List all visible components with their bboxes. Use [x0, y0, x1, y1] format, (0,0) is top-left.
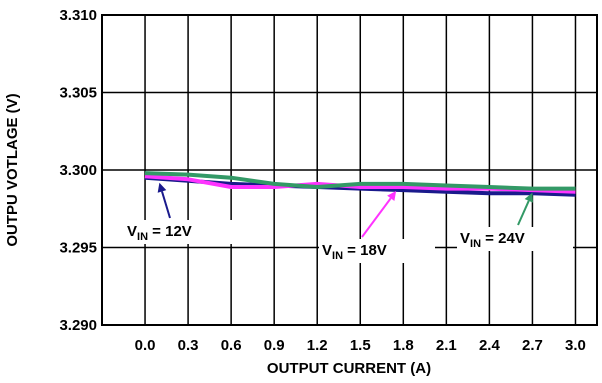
x-tick-8: 2.4 [479, 337, 501, 354]
annotation-arrow-2 [517, 200, 530, 226]
annotation-arrowhead-1 [387, 191, 397, 201]
x-tick-3: 0.9 [264, 337, 285, 354]
annotation-bg-1 [319, 239, 435, 263]
x-tick-6: 1.8 [393, 337, 414, 354]
series-lines [144, 171, 576, 197]
y-axis-label: OUTPU VOTLAGE (V) [4, 93, 21, 246]
annotation-arrowhead-2 [524, 192, 533, 203]
annotation-arrow-0 [161, 191, 171, 219]
annotations: VIN = 12V VIN = 18V VIN = 24V [124, 182, 573, 263]
y-tick-labels: 3.290 3.295 3.300 3.305 3.310 [59, 7, 97, 334]
x-tick-0: 0.0 [135, 337, 156, 354]
annotation-arrowhead-0 [157, 182, 167, 193]
annotation-arrow-1 [361, 197, 392, 238]
x-tick-1: 0.3 [178, 337, 199, 354]
plot-frame [101, 14, 598, 326]
x-tick-9: 2.7 [522, 337, 543, 354]
y-tick-3: 3.305 [59, 85, 97, 102]
series-line-2 [144, 171, 576, 191]
annotation-label-0: VIN = 12V [127, 223, 192, 243]
annotation-bg-0 [124, 220, 240, 244]
x-tick-5: 1.5 [350, 337, 371, 354]
annotation-bg-2 [457, 227, 573, 251]
annotation-label-2: VIN = 24V [460, 230, 525, 250]
x-tick-labels: 0.0 0.3 0.6 0.9 1.2 1.5 1.8 2.1 2.4 2.7 3.0 [135, 337, 586, 354]
x-axis-label: OUTPUT CURRENT (A) [267, 360, 431, 377]
x-tick-4: 1.2 [307, 337, 328, 354]
x-tick-7: 2.1 [436, 337, 457, 354]
y-tick-1: 3.295 [59, 240, 97, 257]
x-tick-10: 3.0 [565, 337, 586, 354]
y-tick-2: 3.300 [59, 162, 97, 179]
x-tick-2: 0.6 [221, 337, 242, 354]
annotation-label-1: VIN = 18V [322, 242, 387, 262]
y-tick-4: 3.310 [59, 7, 97, 24]
y-tick-0: 3.290 [59, 317, 97, 334]
